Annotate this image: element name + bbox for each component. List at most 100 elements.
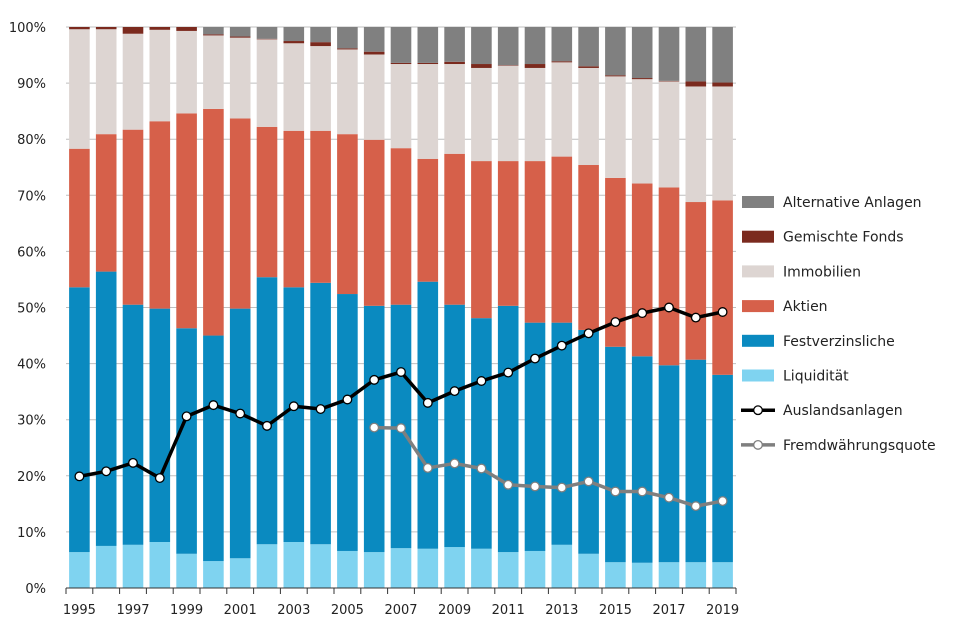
bar-segment-immobilien-2018 [685, 86, 707, 203]
bar-segment-gemischte-fonds-2012 [524, 64, 546, 68]
bar-segment-aktien-2004 [310, 130, 331, 283]
bar-segment-festverzinsliche-1998 [149, 308, 171, 542]
bar-segment-gemischte-fonds-2003 [283, 41, 305, 44]
legend-label: Festverzinsliche [783, 334, 895, 350]
bar-segment-aktien-2007 [390, 148, 412, 305]
point-fremdwährungsquote-2010 [476, 463, 487, 474]
y-tick-label: 20% [17, 470, 46, 485]
point-fremdwährungsquote-2014 [583, 476, 594, 487]
y-tick-label: 40% [17, 358, 46, 373]
bar-segment-aktien-2002 [256, 126, 278, 278]
bar-segment-aktien-1999 [176, 113, 197, 329]
legend-swatch [742, 369, 774, 382]
bar-segment-festverzinsliche-2010 [471, 318, 492, 549]
point-auslandsanlagen-2017 [664, 302, 674, 313]
bar-segment-festverzinsliche-2012 [524, 322, 546, 551]
point-fremdwährungsquote-2006 [369, 422, 380, 433]
bar-segment-aktien-2005 [337, 134, 358, 295]
point-auslandsanlagen-1998 [154, 473, 165, 483]
bar-segment-immobilien-2015 [605, 76, 626, 178]
x-tick-label: 2001 [224, 603, 257, 618]
bar-segment-immobilien-2013 [551, 62, 573, 157]
bar-segment-festverzinsliche-2008 [417, 281, 439, 549]
x-tick-label: 1999 [170, 603, 203, 618]
bar-segment-immobilien-1998 [149, 29, 171, 122]
legend-label: Gemischte Fonds [783, 230, 904, 246]
y-tick-label: 10% [17, 526, 46, 541]
bar-segment-alternative-anlagen-2008 [417, 27, 439, 63]
bar-segment-festverzinsliche-2018 [685, 359, 707, 563]
bar-segment-aktien-2016 [631, 183, 653, 357]
bar-segment-alternative-anlagen-2000 [203, 27, 224, 35]
bar-segment-liquidit-t-2012 [524, 550, 546, 588]
legend-swatch [742, 300, 774, 313]
bar-segment-liquidit-t-2002 [256, 544, 278, 588]
bar-segment-immobilien-2004 [310, 46, 331, 131]
point-auslandsanlagen-1999 [181, 411, 192, 422]
bar-segment-gemischte-fonds-1995 [69, 27, 90, 30]
bar-segment-aktien-2008 [417, 158, 439, 282]
bar-segment-liquidit-t-2015 [605, 562, 626, 588]
bar-segment-festverzinsliche-2000 [203, 335, 224, 562]
y-tick-label: 30% [17, 414, 46, 429]
bar-segment-aktien-2011 [497, 161, 519, 306]
bar-segment-alternative-anlagen-2006 [363, 27, 385, 52]
legend-marker [753, 439, 763, 450]
legend-swatch [742, 230, 774, 243]
point-auslandsanlagen-2000 [208, 400, 219, 411]
bar-segment-immobilien-2005 [337, 49, 358, 135]
bar-segment-alternative-anlagen-2005 [337, 27, 358, 49]
bar-segment-liquidit-t-2018 [685, 562, 707, 588]
bar-segment-festverzinsliche-2019 [712, 374, 733, 563]
bar-segment-gemischte-fonds-2016 [631, 78, 653, 80]
point-auslandsanlagen-2012 [530, 353, 540, 364]
bar-segment-gemischte-fonds-2006 [363, 51, 385, 55]
bar-segment-immobilien-2011 [497, 65, 519, 162]
bar-segment-immobilien-2012 [524, 67, 546, 162]
point-fremdwährungsquote-2011 [503, 479, 514, 490]
bar-segment-festverzinsliche-2013 [551, 322, 573, 545]
bar-segment-immobilien-2019 [712, 86, 733, 201]
bar-segment-immobilien-2000 [203, 35, 224, 109]
bar-segment-festverzinsliche-2014 [578, 329, 599, 554]
point-auslandsanlagen-2013 [556, 340, 567, 351]
bar-segment-aktien-2013 [551, 156, 573, 323]
x-tick-label: 2015 [599, 603, 632, 618]
point-auslandsanlagen-2019 [717, 307, 728, 317]
x-tick-label: 2019 [706, 603, 739, 618]
bar-segment-gemischte-fonds-1996 [95, 27, 117, 30]
bar-segment-gemischte-fonds-2015 [605, 75, 626, 77]
bar-segment-liquidit-t-2017 [658, 562, 680, 588]
point-fremdwährungsquote-2019 [717, 496, 728, 506]
bar-segment-gemischte-fonds-2009 [444, 61, 465, 65]
point-auslandsanlagen-2006 [369, 374, 380, 385]
legend-swatch [742, 196, 774, 208]
bars [69, 27, 733, 588]
bar-segment-aktien-1998 [149, 121, 171, 309]
bar-segment-festverzinsliche-2002 [256, 277, 278, 545]
bar-segment-liquidit-t-2011 [497, 552, 519, 588]
point-fremdwährungsquote-2012 [530, 481, 540, 492]
bar-segment-aktien-1997 [122, 129, 144, 305]
bar-segment-festverzinsliche-2017 [658, 365, 680, 563]
bar-segment-liquidit-t-1995 [69, 552, 90, 588]
legend-label: Liquidität [783, 369, 849, 385]
bar-segment-immobilien-1999 [176, 30, 197, 114]
x-tick-label: 2005 [331, 603, 364, 618]
legend-label: Fremdwährungsquote [783, 438, 936, 454]
legend-marker [753, 405, 763, 416]
bar-segment-aktien-2001 [229, 118, 251, 309]
point-auslandsanlagen-2018 [690, 312, 701, 323]
bar-segment-gemischte-fonds-2018 [685, 81, 707, 87]
x-tick-label: 2013 [545, 603, 578, 618]
bar-segment-festverzinsliche-1995 [69, 287, 90, 553]
bar-segment-gemischte-fonds-1998 [149, 27, 171, 30]
bar-segment-immobilien-2006 [363, 54, 385, 140]
bar-segment-immobilien-2014 [578, 67, 599, 166]
bar-segment-immobilien-1995 [69, 29, 90, 149]
y-tick-label: 50% [17, 302, 46, 317]
x-tick-label: 2003 [277, 603, 310, 618]
bar-segment-gemischte-fonds-1997 [122, 27, 144, 34]
bar-segment-festverzinsliche-2011 [497, 305, 519, 553]
bar-segment-immobilien-1996 [95, 29, 117, 135]
